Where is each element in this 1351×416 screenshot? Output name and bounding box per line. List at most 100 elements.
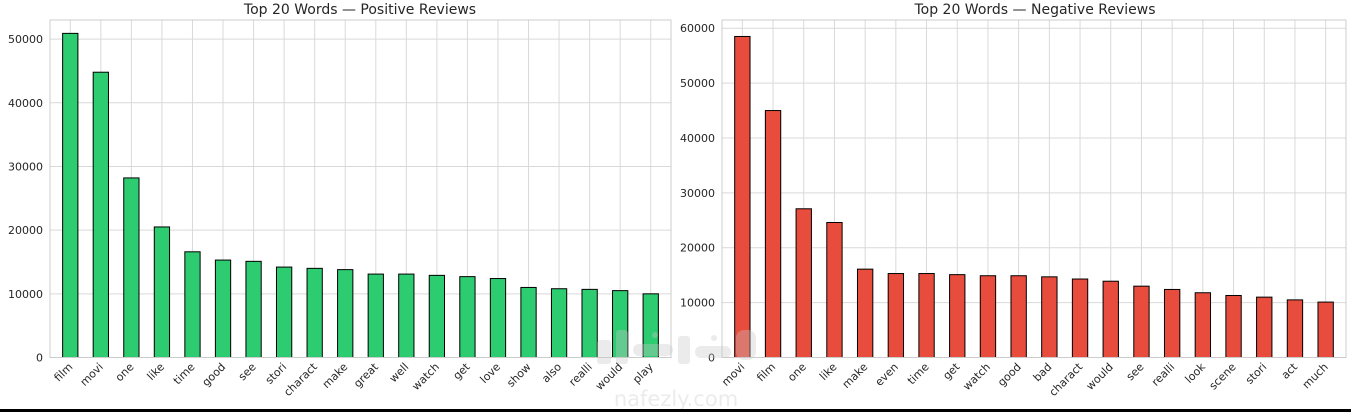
x-tick-label: well bbox=[387, 360, 412, 385]
negative-reviews-chart: Top 20 Words — Negative Reviews 0 10000 200… bbox=[680, 2, 1347, 399]
x-tick-label: good bbox=[200, 360, 229, 389]
y-tick-label: 60000 bbox=[680, 22, 715, 35]
bar-stori bbox=[275, 266, 293, 358]
x-tick-label: see bbox=[1124, 360, 1147, 383]
bar-stori bbox=[1256, 296, 1273, 359]
bar-make bbox=[856, 268, 874, 358]
x-tick-label: movi bbox=[78, 360, 106, 388]
y-tick-label: 40000 bbox=[680, 132, 715, 145]
bar-time bbox=[184, 251, 201, 358]
bar-watch bbox=[428, 274, 446, 358]
chart-title: Top 20 Words — Positive Reviews bbox=[243, 2, 476, 18]
bar-like bbox=[826, 222, 843, 358]
x-tick-label: love bbox=[478, 360, 504, 386]
x-tick-label: stori bbox=[1243, 360, 1269, 386]
bar-well bbox=[398, 273, 415, 359]
x-tick-label: get bbox=[451, 360, 473, 382]
x-tick-label: would bbox=[1084, 360, 1116, 392]
x-tick-label: act bbox=[1279, 360, 1301, 382]
y-tick-label: 10000 bbox=[680, 297, 715, 310]
x-tick-label: time bbox=[905, 360, 932, 387]
x-tick-label: even bbox=[873, 360, 901, 388]
positive-reviews-chart: Top 20 Words — Positive Reviews 0 10000 200… bbox=[8, 2, 672, 399]
y-tick-label: 40000 bbox=[8, 97, 43, 110]
bar-realli bbox=[581, 288, 598, 359]
plot-frame bbox=[721, 19, 1347, 358]
x-tick-label: realli bbox=[1149, 360, 1177, 388]
bar-act bbox=[1286, 299, 1304, 359]
x-tick-label: great bbox=[351, 360, 381, 390]
x-tick-label: bad bbox=[1031, 360, 1055, 384]
bar-time bbox=[918, 273, 935, 359]
grid bbox=[722, 20, 1346, 358]
grid bbox=[50, 20, 671, 358]
bar-would bbox=[1102, 280, 1119, 358]
bar-get bbox=[949, 274, 966, 359]
watermark-text: nafezly.com bbox=[614, 387, 738, 411]
bar-make bbox=[337, 269, 354, 359]
bar-bad bbox=[1041, 276, 1058, 358]
bar-also bbox=[550, 288, 568, 358]
bar-film bbox=[764, 110, 782, 358]
bar-charact bbox=[306, 267, 323, 358]
bar-see bbox=[1133, 285, 1150, 358]
plot-frame bbox=[49, 19, 672, 358]
x-tick-label: get bbox=[940, 360, 962, 382]
x-tick-label: stori bbox=[263, 360, 289, 386]
y-tick-label: 30000 bbox=[680, 187, 715, 200]
y-tick-label: 50000 bbox=[680, 77, 715, 90]
x-tick-label: watch bbox=[960, 360, 993, 393]
bar-movi bbox=[734, 35, 751, 359]
x-tick-label: show bbox=[504, 360, 533, 389]
x-tick-label: also bbox=[539, 360, 564, 385]
bar-one bbox=[795, 208, 812, 358]
bar-good bbox=[214, 259, 232, 358]
x-tick-label: see bbox=[236, 360, 259, 383]
x-tick-label: realli bbox=[566, 360, 594, 388]
x-tick-label: film bbox=[754, 360, 778, 384]
x-tick-label: charact bbox=[281, 360, 320, 399]
x-tick-label: time bbox=[171, 360, 198, 387]
bar-good bbox=[1010, 275, 1027, 359]
y-tick-label: 30000 bbox=[8, 160, 43, 173]
x-tick-label: like bbox=[145, 360, 168, 383]
bar-like bbox=[153, 226, 171, 358]
x-tick-label: movi bbox=[719, 360, 747, 388]
bar-get bbox=[459, 276, 476, 358]
y-tick-label: 0 bbox=[708, 352, 715, 365]
bar-film bbox=[62, 32, 79, 358]
y-tick-label: 10000 bbox=[8, 288, 43, 301]
y-tick-label: 20000 bbox=[8, 224, 43, 237]
x-tick-label: much bbox=[1300, 360, 1331, 391]
bar-scene bbox=[1225, 294, 1242, 358]
bar-much bbox=[1317, 301, 1334, 359]
x-tick-label: scene bbox=[1207, 360, 1239, 392]
x-tick-label: like bbox=[817, 360, 840, 383]
x-tick-label: charact bbox=[1047, 360, 1086, 399]
x-tick-label: watch bbox=[409, 360, 442, 393]
x-tick-label: film bbox=[52, 360, 76, 384]
bar-movi bbox=[92, 71, 109, 358]
bar-realli bbox=[1163, 288, 1181, 359]
x-tick-label: make bbox=[320, 360, 351, 391]
x-tick-label: one bbox=[113, 360, 137, 384]
x-tick-label: good bbox=[995, 360, 1024, 389]
x-tick-label: play bbox=[630, 360, 656, 386]
chart-title: Top 20 Words — Negative Reviews bbox=[913, 2, 1155, 18]
bar-great bbox=[367, 273, 384, 359]
bar-look bbox=[1194, 292, 1212, 358]
y-tick-label: 20000 bbox=[680, 242, 715, 255]
bar-even bbox=[887, 273, 905, 359]
nafezly-logo bbox=[597, 330, 756, 364]
x-tick-label: make bbox=[840, 360, 871, 391]
bar-watch bbox=[979, 275, 997, 359]
x-tick-label: one bbox=[785, 360, 809, 384]
bar-show bbox=[520, 286, 537, 358]
y-tick-label: 50000 bbox=[8, 33, 43, 46]
x-tick-label: look bbox=[1183, 360, 1209, 386]
bar-charact bbox=[1071, 278, 1089, 358]
nafezly-watermark: nafezly.com bbox=[597, 330, 756, 411]
bar-love bbox=[489, 278, 507, 359]
